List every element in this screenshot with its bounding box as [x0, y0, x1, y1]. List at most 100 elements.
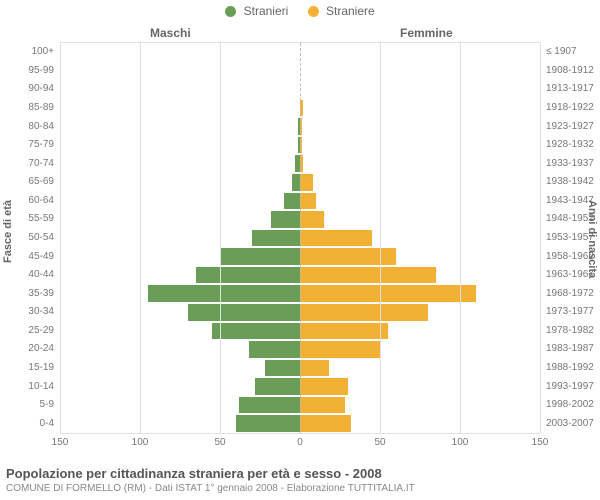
bar-female	[300, 360, 329, 377]
birth-year-label: 1948-1952	[546, 213, 600, 224]
birth-year-label: 1988-1992	[546, 362, 600, 373]
birth-year-label: 1933-1937	[546, 158, 600, 169]
plot-area: 15010050050100150100+≤ 190795-991908-191…	[60, 42, 540, 434]
bar-male	[271, 211, 300, 228]
legend: Stranieri Straniere	[0, 4, 600, 18]
half-male	[60, 43, 300, 433]
birth-year-label: 1908-1912	[546, 65, 600, 76]
grid-line	[60, 43, 61, 433]
birth-year-label: 1928-1932	[546, 139, 600, 150]
birth-year-label: 1973-1977	[546, 306, 600, 317]
x-tick-label: 100	[132, 437, 149, 448]
birth-year-label: 1978-1982	[546, 325, 600, 336]
age-label: 35-39	[4, 288, 54, 299]
chart-subtitle: COMUNE DI FORMELLO (RM) - Dati ISTAT 1° …	[6, 483, 594, 494]
bar-male	[284, 193, 300, 210]
age-label: 30-34	[4, 306, 54, 317]
age-label: 25-29	[4, 325, 54, 336]
half-female	[300, 43, 540, 433]
bar-female	[300, 397, 345, 414]
bar-male	[239, 397, 300, 414]
bar-male	[292, 174, 300, 191]
bar-male	[265, 360, 300, 377]
bar-female	[300, 230, 372, 247]
birth-year-label: 1913-1917	[546, 83, 600, 94]
bar-female	[300, 304, 428, 321]
population-pyramid-chart: Stranieri Straniere Maschi Femmine Fasce…	[0, 0, 600, 500]
bar-female	[300, 415, 351, 432]
legend-item-male: Stranieri	[225, 4, 288, 18]
legend-swatch-female	[308, 6, 319, 17]
age-label: 0-4	[4, 418, 54, 429]
bar-female	[300, 341, 380, 358]
age-label: 100+	[4, 46, 54, 57]
birth-year-label: 1938-1942	[546, 176, 600, 187]
bar-male	[236, 415, 300, 432]
birth-year-label: 1998-2002	[546, 399, 600, 410]
grid-line	[380, 43, 381, 433]
birth-year-label: 1983-1987	[546, 343, 600, 354]
bar-male	[249, 341, 300, 358]
bar-male	[148, 285, 300, 302]
age-label: 50-54	[4, 232, 54, 243]
header-female: Femmine	[400, 26, 453, 40]
age-label: 95-99	[4, 65, 54, 76]
age-label: 45-49	[4, 251, 54, 262]
x-tick-label: 100	[452, 437, 469, 448]
grid-line	[220, 43, 221, 433]
grid-line	[540, 43, 541, 433]
birth-year-label: 1943-1947	[546, 195, 600, 206]
bar-female	[300, 193, 316, 210]
legend-swatch-male	[225, 6, 236, 17]
legend-label-female: Straniere	[326, 4, 375, 18]
age-label: 40-44	[4, 269, 54, 280]
birth-year-label: 1923-1927	[546, 121, 600, 132]
birth-year-label: ≤ 1907	[546, 46, 600, 57]
bar-male	[220, 248, 300, 265]
birth-year-label: 1968-1972	[546, 288, 600, 299]
legend-item-female: Straniere	[308, 4, 375, 18]
age-label: 15-19	[4, 362, 54, 373]
bar-male	[188, 304, 300, 321]
bar-female	[300, 174, 313, 191]
chart-title: Popolazione per cittadinanza straniera p…	[6, 466, 594, 481]
age-label: 60-64	[4, 195, 54, 206]
legend-label-male: Stranieri	[244, 4, 289, 18]
chart-footer: Popolazione per cittadinanza straniera p…	[6, 466, 594, 494]
birth-year-label: 1953-1957	[546, 232, 600, 243]
bar-female	[300, 378, 348, 395]
age-label: 80-84	[4, 121, 54, 132]
age-label: 5-9	[4, 399, 54, 410]
bar-male	[252, 230, 300, 247]
birth-year-label: 1958-1962	[546, 251, 600, 262]
birth-year-label: 1993-1997	[546, 381, 600, 392]
age-label: 10-14	[4, 381, 54, 392]
bar-female	[300, 248, 396, 265]
bar-male	[196, 267, 300, 284]
birth-year-label: 1963-1967	[546, 269, 600, 280]
x-tick-label: 150	[532, 437, 549, 448]
birth-year-label: 2003-2007	[546, 418, 600, 429]
x-tick-label: 50	[374, 437, 385, 448]
age-label: 90-94	[4, 83, 54, 94]
birth-year-label: 1918-1922	[546, 102, 600, 113]
age-label: 70-74	[4, 158, 54, 169]
age-label: 20-24	[4, 343, 54, 354]
bar-female	[300, 267, 436, 284]
bar-male	[255, 378, 300, 395]
header-male: Maschi	[150, 26, 191, 40]
bar-female	[300, 211, 324, 228]
bar-female	[300, 285, 476, 302]
x-tick-label: 50	[214, 437, 225, 448]
age-label: 75-79	[4, 139, 54, 150]
age-label: 55-59	[4, 213, 54, 224]
grid-line	[460, 43, 461, 433]
center-axis	[300, 43, 301, 433]
x-tick-label: 0	[297, 437, 303, 448]
grid-line	[140, 43, 141, 433]
x-tick-label: 150	[52, 437, 69, 448]
age-label: 65-69	[4, 176, 54, 187]
bar-female	[300, 323, 388, 340]
age-label: 85-89	[4, 102, 54, 113]
bar-male	[212, 323, 300, 340]
